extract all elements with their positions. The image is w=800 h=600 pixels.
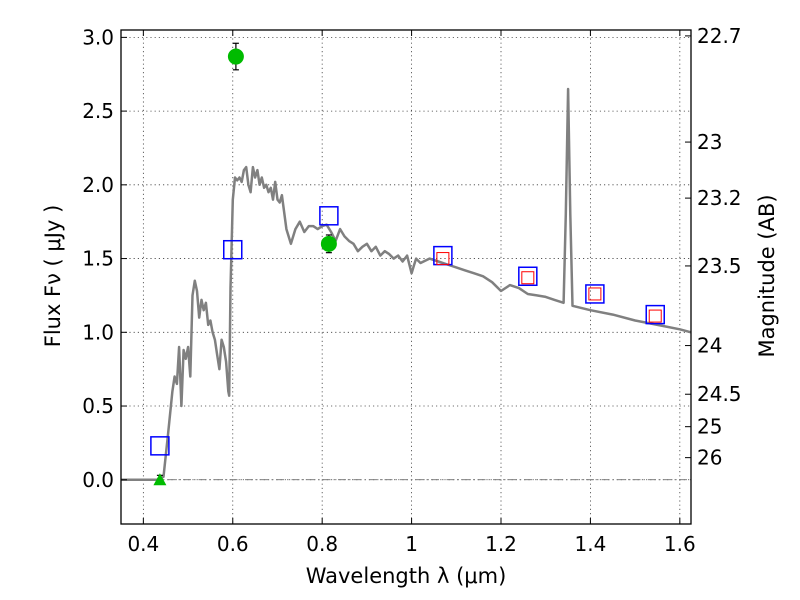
model-spectrum-line bbox=[121, 87, 692, 482]
magnitude-tick-label: 22.7 bbox=[697, 24, 742, 48]
plot-frame bbox=[120, 29, 692, 525]
x-tick-label: 1.4 bbox=[575, 532, 607, 556]
observed-photometry-layer bbox=[153, 42, 337, 486]
model-spectrum-layer bbox=[121, 87, 692, 482]
model-photometry-inner-box bbox=[648, 309, 662, 323]
magnitude-tick-label: 25 bbox=[697, 415, 722, 439]
x-tick-label: 1.2 bbox=[485, 532, 517, 556]
observed-flux-point bbox=[227, 48, 244, 65]
y-tick-label: 1.5 bbox=[82, 247, 114, 271]
y-tick-label: 0.0 bbox=[82, 468, 114, 492]
x-tick-label: 0.4 bbox=[127, 532, 159, 556]
model-photometry-box bbox=[645, 304, 665, 325]
x-tick-label: 1.6 bbox=[664, 532, 696, 556]
magnitude-tick-label: 26 bbox=[697, 446, 722, 470]
model-photometry-box bbox=[150, 436, 170, 456]
y-tick-label: 2.0 bbox=[82, 173, 114, 197]
model-photometry-inner-box bbox=[521, 271, 535, 285]
model-photometry-layer bbox=[150, 206, 665, 456]
y-tick-label: 2.5 bbox=[82, 99, 114, 123]
model-photometry-box bbox=[319, 206, 339, 226]
magnitude-tick-label: 23.2 bbox=[697, 186, 742, 210]
y-tick-label: 1.0 bbox=[82, 320, 114, 344]
observed-flux-point bbox=[320, 235, 337, 252]
model-photometry-box bbox=[585, 284, 605, 304]
x-tick-label: 0.8 bbox=[306, 532, 338, 556]
magnitude-axis-title: Magnitude (AB) bbox=[755, 194, 779, 357]
upper-limit-marker bbox=[153, 473, 167, 486]
y-tick-label: 3.0 bbox=[82, 25, 114, 49]
grid-lines bbox=[121, 30, 691, 524]
x-tick-label: 0.6 bbox=[217, 532, 249, 556]
y-axis-title: Flux Fν ( μJy ) bbox=[41, 205, 65, 348]
x-tick-label: 1 bbox=[405, 532, 418, 556]
y-tick-label: 0.5 bbox=[82, 394, 114, 418]
model-photometry-box bbox=[518, 266, 538, 287]
magnitude-tick-label: 24 bbox=[697, 334, 722, 358]
magnitude-tick-label: 23.5 bbox=[697, 254, 742, 278]
magnitude-tick-label: 23 bbox=[697, 130, 722, 154]
model-photometry-inner-box bbox=[436, 252, 450, 266]
model-photometry-box bbox=[223, 239, 243, 260]
axis-ticks: 0.4 0.6 0.8 1 1.2 1.4 1.6 0.0 0.5 1.0 1.5 2.0 2.5 3.0… bbox=[82, 24, 741, 556]
x-axis-title: Wavelength λ (μm) bbox=[306, 564, 507, 588]
model-photometry-inner-box bbox=[588, 287, 602, 301]
magnitude-tick-label: 24.5 bbox=[697, 382, 742, 406]
